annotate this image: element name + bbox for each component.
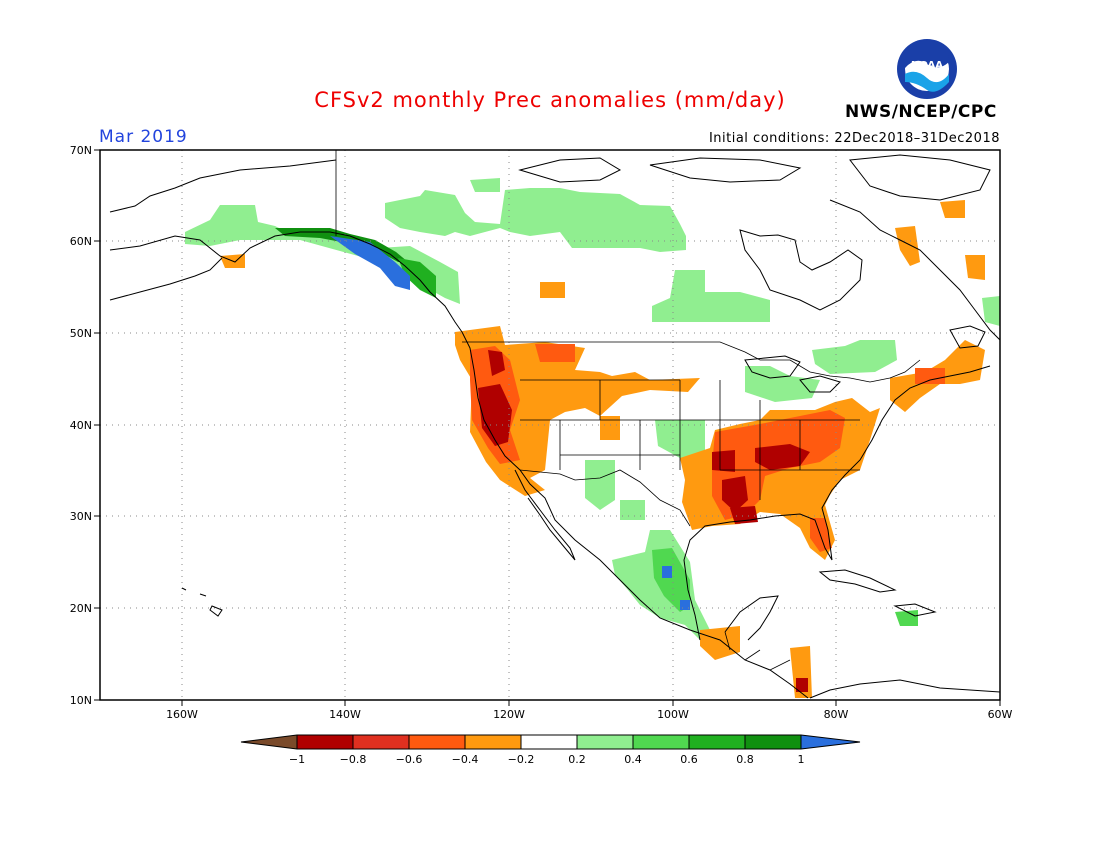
central-america-borders bbox=[724, 631, 791, 671]
initial-conditions-label: Initial conditions: 22Dec2018–31Dec2018 bbox=[708, 131, 1000, 146]
anomaly-max-mexico bbox=[662, 566, 672, 578]
great-lakes bbox=[744, 355, 841, 393]
anomaly-moderate-montana bbox=[535, 344, 575, 362]
lat-label-70n: 70N bbox=[70, 144, 92, 157]
cuba bbox=[818, 569, 897, 593]
us-state-lines bbox=[520, 379, 860, 500]
anomaly-positive-caribbean bbox=[895, 610, 918, 626]
anomaly-positive-chihuahua bbox=[620, 500, 645, 520]
lat-label-30n: 30N bbox=[70, 510, 92, 523]
hawaii bbox=[181, 587, 223, 617]
anomaly-fill-layer bbox=[185, 178, 1000, 698]
colorbar bbox=[240, 734, 861, 750]
anomaly-max-panhandle bbox=[330, 236, 410, 290]
colorbar-swatch-8 bbox=[689, 735, 745, 749]
colorbar-label: 0.2 bbox=[568, 753, 586, 766]
colorbar-label: 0.8 bbox=[736, 753, 754, 766]
colorbar-swatch-9 bbox=[745, 735, 801, 749]
anomaly-negative-labrador-dry bbox=[895, 226, 920, 266]
colorbar-label: 1 bbox=[798, 753, 805, 766]
colorbar-label: −0.4 bbox=[452, 753, 479, 766]
yucatan bbox=[724, 595, 779, 641]
graticule bbox=[100, 150, 1000, 700]
logo-text: NOAA bbox=[911, 60, 943, 71]
lat-label-20n: 20N bbox=[70, 602, 92, 615]
anomaly-negative-canada-spot bbox=[540, 282, 565, 298]
alaska-coast bbox=[109, 159, 351, 301]
hudson-bay bbox=[739, 229, 863, 311]
hispaniola bbox=[893, 603, 937, 617]
anomaly-strong-panama bbox=[796, 678, 808, 692]
lon-label-120w: 120W bbox=[493, 708, 525, 721]
colorbar-label: −0.2 bbox=[508, 753, 535, 766]
lon-label-80w: 80W bbox=[824, 708, 849, 721]
us-west-coast bbox=[461, 331, 809, 699]
anomaly-moderate-florida bbox=[810, 518, 832, 552]
colorbar-swatch-10 bbox=[801, 735, 860, 749]
anomaly-positive-quebec bbox=[812, 340, 897, 374]
anomaly-negative-central-america bbox=[700, 626, 740, 660]
anomaly-positive-great-lakes bbox=[745, 366, 820, 402]
colorbar-swatch-1 bbox=[297, 735, 353, 749]
anomaly-positive-mexico-core bbox=[652, 548, 690, 612]
anomaly-negative-rockies bbox=[600, 416, 620, 440]
agency-label: NWS/NCEP/CPC bbox=[845, 102, 997, 122]
lon-label-160w: 160W bbox=[166, 708, 198, 721]
canada-pacific-coast bbox=[349, 235, 463, 333]
colorbar-label: 0.6 bbox=[680, 753, 698, 766]
map-title: CFSv2 monthly Prec anomalies (mm/day) bbox=[314, 88, 786, 112]
coastline-layer bbox=[109, 154, 1000, 699]
baja-peninsula bbox=[514, 469, 576, 561]
border-layer bbox=[335, 150, 921, 671]
lat-label-10n: 10N bbox=[70, 694, 92, 707]
anomaly-positive-hudson bbox=[652, 270, 770, 322]
anomaly-strong-alaska-coast bbox=[275, 228, 408, 262]
us-canada-border bbox=[462, 341, 921, 383]
colorbar-label: 0.4 bbox=[624, 753, 642, 766]
noaa-logo-icon: NOAA bbox=[897, 39, 957, 99]
lon-label-100w: 100W bbox=[657, 708, 689, 721]
anomaly-strong-tennessee bbox=[755, 444, 810, 470]
colorbar-label: −1 bbox=[289, 753, 305, 766]
anomaly-moderate-maine bbox=[915, 368, 945, 384]
colorbar-swatch-2 bbox=[353, 735, 409, 749]
colorbar-label: −0.8 bbox=[340, 753, 367, 766]
south-america-coast bbox=[809, 679, 1000, 699]
anomaly-strong-california bbox=[478, 384, 512, 446]
lat-label-60n: 60N bbox=[70, 235, 92, 248]
valid-month-label: Mar 2019 bbox=[99, 127, 188, 147]
tick-marks bbox=[94, 149, 1001, 706]
anomaly-strong-arkansas bbox=[712, 450, 735, 472]
colorbar-swatch-4 bbox=[465, 735, 521, 749]
colorbar-label: −0.6 bbox=[396, 753, 423, 766]
anomaly-negative-nfld bbox=[940, 200, 965, 218]
gulf-coast bbox=[683, 365, 991, 641]
us-mexico-border bbox=[519, 469, 691, 527]
lat-label-40n: 40N bbox=[70, 419, 92, 432]
anomaly-strong-mississippi bbox=[722, 476, 748, 512]
arctic-islands bbox=[518, 154, 1000, 341]
colorbar-swatch-3 bbox=[409, 735, 465, 749]
colorbar-swatch-6 bbox=[577, 735, 633, 749]
anomaly-positive-canada-north2 bbox=[470, 178, 500, 192]
anomaly-strong-oregon bbox=[488, 350, 505, 376]
anomaly-positive-southwest bbox=[585, 460, 615, 510]
anomaly-positive-canada-north bbox=[385, 188, 686, 252]
newfoundland bbox=[949, 325, 986, 349]
colorbar-swatch-5 bbox=[521, 735, 577, 749]
lon-label-60w: 60W bbox=[988, 708, 1013, 721]
anomaly-positive-labrador bbox=[982, 296, 1000, 326]
colorbar-swatch-0 bbox=[241, 735, 297, 749]
lat-label-50n: 50N bbox=[70, 327, 92, 340]
lon-label-140w: 140W bbox=[329, 708, 361, 721]
anomaly-negative-nfld2 bbox=[965, 255, 985, 280]
colorbar-swatch-7 bbox=[633, 735, 689, 749]
